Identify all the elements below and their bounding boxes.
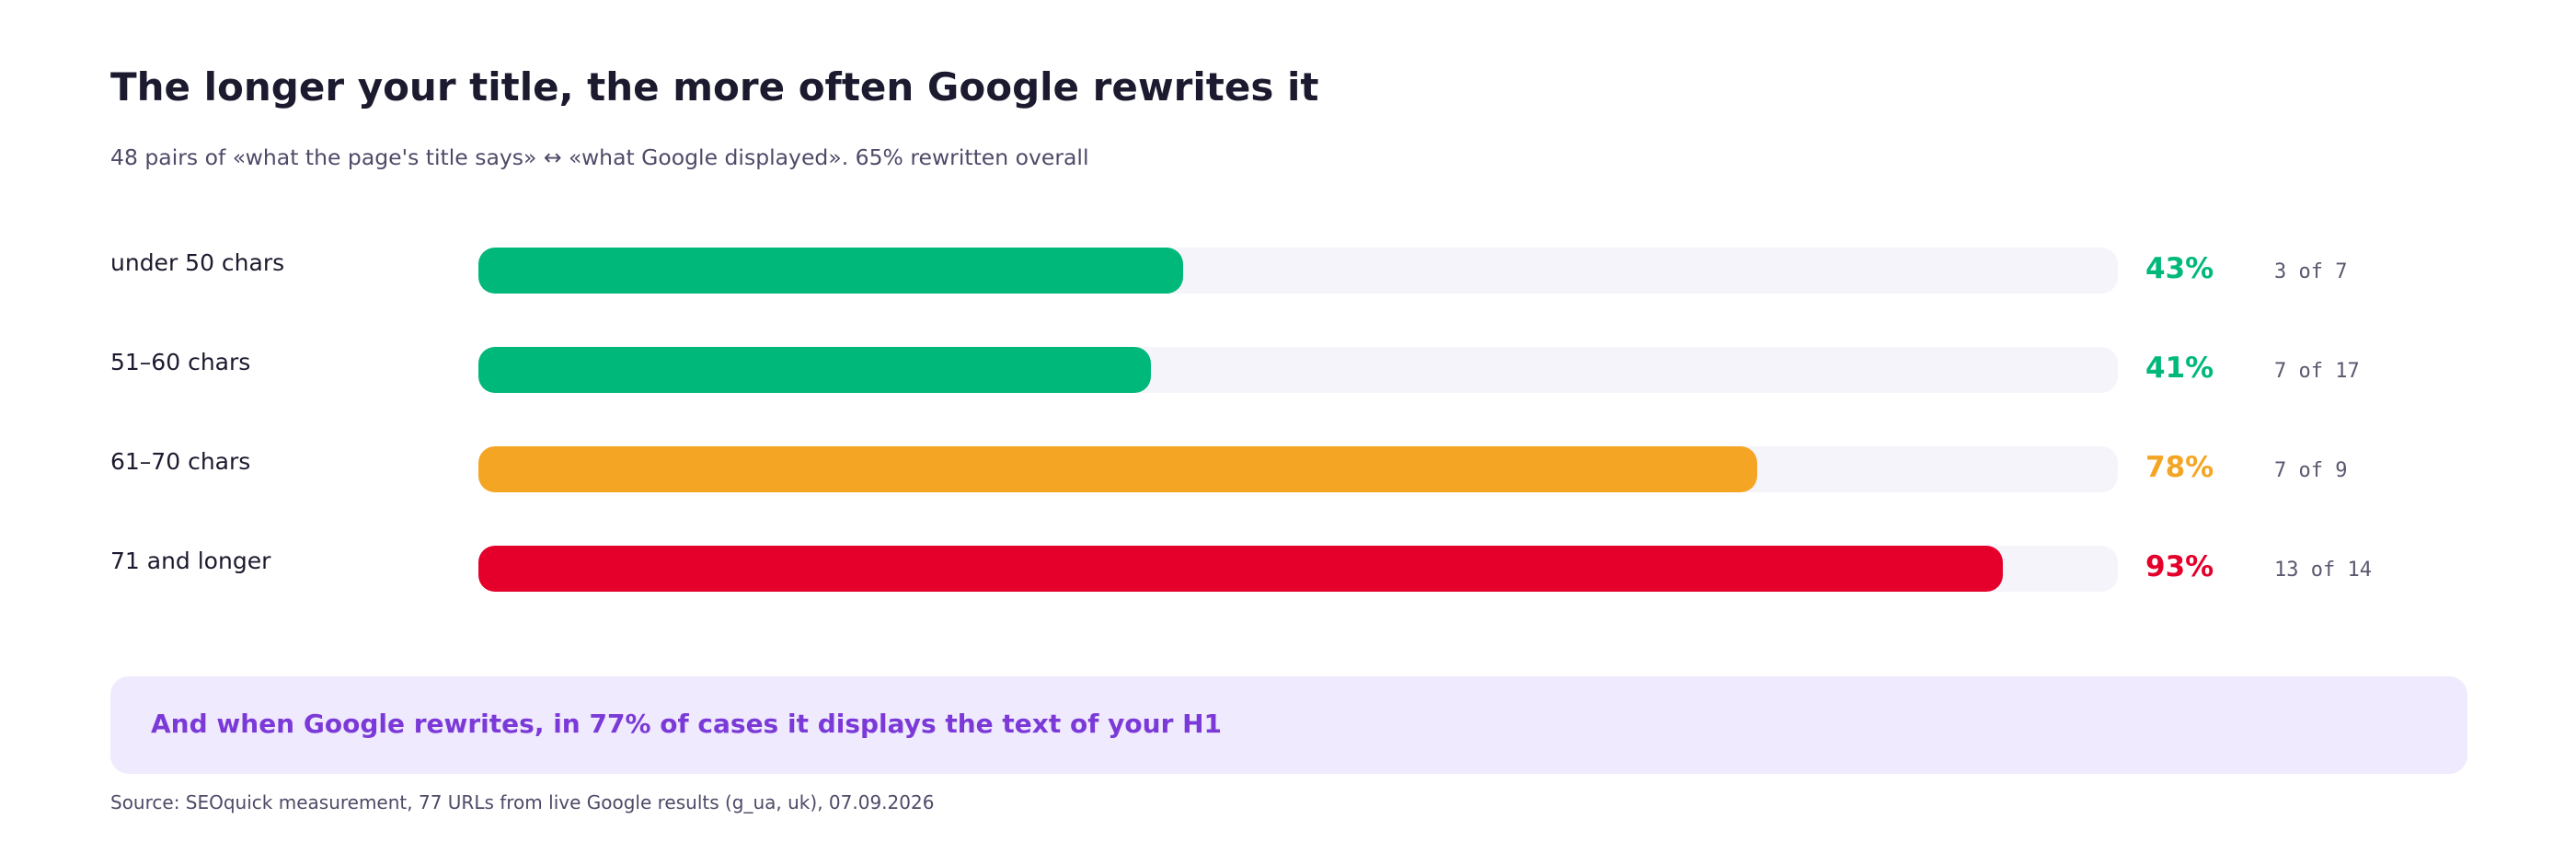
bar: [478, 446, 1757, 492]
bar-value-label: 93%: [2145, 550, 2214, 583]
source-note: Source: SEOquick measurement, 77 URLs fr…: [110, 791, 935, 813]
bar-row: 61–70 chars 78% 7 of 9: [0, 446, 2576, 492]
bar-track: [478, 446, 2118, 492]
bar-category-label: 71 and longer: [110, 548, 271, 574]
bar: [478, 546, 2003, 592]
bar-count-label: 3 of 7: [2274, 260, 2348, 283]
bar-count-label: 13 of 14: [2274, 559, 2372, 582]
bar-category-label: 51–60 chars: [110, 349, 251, 375]
bar-count-label: 7 of 17: [2274, 360, 2360, 383]
bar-category-label: under 50 chars: [110, 249, 285, 276]
bar-track: [478, 248, 2118, 294]
bar-value-label: 78%: [2145, 451, 2214, 484]
bar-track: [478, 347, 2118, 393]
bar-row: 51–60 chars 41% 7 of 17: [0, 347, 2576, 393]
bar-value-label: 41%: [2145, 352, 2214, 385]
bar-track: [478, 546, 2118, 592]
bar: [478, 347, 1151, 393]
bar-row: under 50 chars 43% 3 of 7: [0, 248, 2576, 294]
chart-subtitle: 48 pairs of «what the page's title says»…: [110, 144, 1089, 170]
bar-count-label: 7 of 9: [2274, 459, 2348, 482]
bar-value-label: 43%: [2145, 252, 2214, 285]
chart-title: The longer your title, the more often Go…: [110, 64, 1319, 110]
callout-box: And when Google rewrites, in 77% of case…: [110, 676, 2467, 774]
bar: [478, 248, 1183, 294]
bar-row: 71 and longer 93% 13 of 14: [0, 546, 2576, 592]
bar-category-label: 61–70 chars: [110, 448, 251, 475]
callout-text: And when Google rewrites, in 77% of case…: [151, 709, 1223, 739]
